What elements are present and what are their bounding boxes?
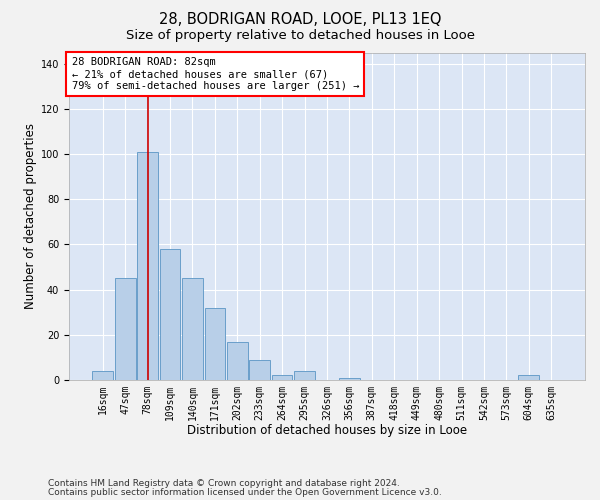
Text: Size of property relative to detached houses in Looe: Size of property relative to detached ho…	[125, 29, 475, 42]
Bar	[227, 342, 248, 380]
Bar	[182, 278, 203, 380]
Text: Contains public sector information licensed under the Open Government Licence v3: Contains public sector information licen…	[48, 488, 442, 497]
Text: 28 BODRIGAN ROAD: 82sqm
← 21% of detached houses are smaller (67)
79% of semi-de: 28 BODRIGAN ROAD: 82sqm ← 21% of detache…	[71, 58, 359, 90]
Bar	[294, 371, 315, 380]
X-axis label: Distribution of detached houses by size in Looe: Distribution of detached houses by size …	[187, 424, 467, 438]
Bar	[137, 152, 158, 380]
Bar	[92, 371, 113, 380]
Bar	[250, 360, 270, 380]
Bar	[518, 376, 539, 380]
Bar	[339, 378, 360, 380]
Text: 28, BODRIGAN ROAD, LOOE, PL13 1EQ: 28, BODRIGAN ROAD, LOOE, PL13 1EQ	[159, 12, 441, 28]
Bar	[160, 249, 181, 380]
Bar	[272, 376, 292, 380]
Y-axis label: Number of detached properties: Number of detached properties	[23, 123, 37, 309]
Text: Contains HM Land Registry data © Crown copyright and database right 2024.: Contains HM Land Registry data © Crown c…	[48, 479, 400, 488]
Bar	[115, 278, 136, 380]
Bar	[205, 308, 225, 380]
